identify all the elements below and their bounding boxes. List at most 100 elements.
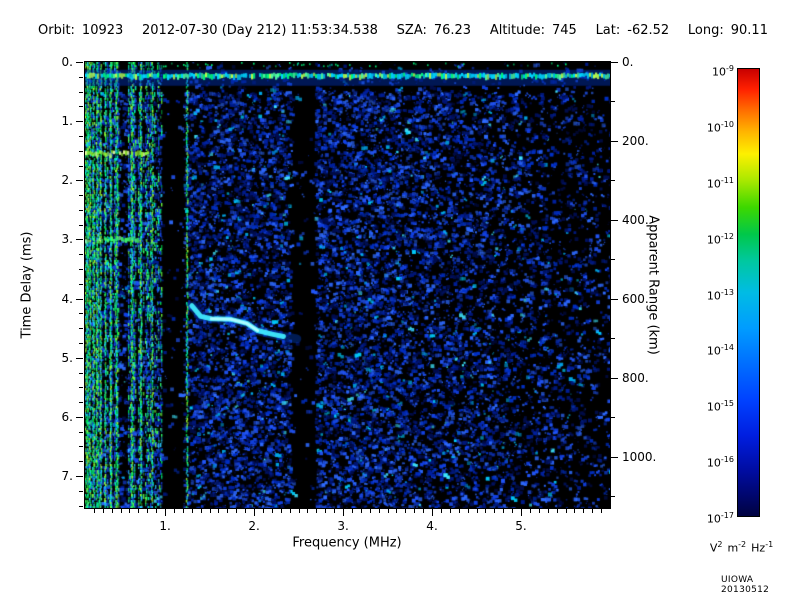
y-axis-minor-tick bbox=[79, 328, 83, 330]
x-axis-minor-tick bbox=[529, 509, 531, 513]
y2-axis-minor-tick bbox=[611, 496, 615, 498]
x-axis-minor-tick bbox=[307, 509, 309, 513]
x-axis-minor-tick bbox=[494, 509, 496, 513]
spectrogram-canvas bbox=[85, 62, 610, 508]
colorbar-tick-base: 10 bbox=[706, 456, 721, 470]
colorbar-tick-exponent: -17 bbox=[720, 511, 734, 520]
units-part: Hz-1 bbox=[751, 540, 773, 555]
spectrogram-plot-area bbox=[84, 61, 611, 509]
x-axis-major-tick bbox=[521, 509, 523, 516]
y-axis-minor-tick bbox=[79, 372, 83, 374]
x-axis-tick-label: 2. bbox=[248, 519, 260, 533]
header-field-label: Altitude: bbox=[489, 23, 545, 38]
y-axis-minor-tick bbox=[79, 76, 83, 78]
header-field-lat: Lat: -62.52 bbox=[596, 23, 670, 38]
header-info: Orbit: 10923 2012-07-30 (Day 212) 11:53:34… bbox=[38, 23, 768, 38]
units-exponent: 2 bbox=[717, 539, 723, 549]
x-axis-minor-tick bbox=[440, 509, 442, 513]
y-axis-tick-label: 3. bbox=[61, 232, 73, 247]
x-axis-minor-tick bbox=[601, 509, 603, 513]
y-axis-minor-tick bbox=[79, 461, 83, 463]
y-axis-minor-tick bbox=[79, 209, 83, 211]
header-field-label: Orbit: bbox=[38, 23, 75, 38]
y-axis-title: Time Delay (ms) bbox=[19, 231, 35, 339]
x-axis-minor-tick bbox=[245, 509, 247, 513]
y-axis-minor-tick bbox=[79, 135, 83, 137]
header-field-value: 76.23 bbox=[433, 23, 472, 38]
colorbar-tick-base: 10 bbox=[706, 177, 721, 191]
colorbar-tick-exponent: -10 bbox=[720, 119, 734, 129]
colorbar-tick-label: 10-14 bbox=[690, 340, 734, 359]
credit-text: UIOWA 20130512 bbox=[721, 575, 770, 595]
y-axis-minor-tick bbox=[79, 431, 83, 433]
y2-axis-tick-label: 200. bbox=[622, 133, 649, 148]
x-axis-minor-tick bbox=[485, 509, 487, 513]
y-axis-minor-tick bbox=[79, 106, 83, 108]
y2-axis-major-tick bbox=[611, 456, 618, 458]
x-axis-minor-tick bbox=[565, 509, 567, 513]
y-axis-tick-label: 7. bbox=[61, 469, 73, 484]
x-axis-minor-tick bbox=[503, 509, 505, 513]
y-axis-major-tick bbox=[76, 476, 83, 478]
x-axis-minor-tick bbox=[512, 509, 514, 513]
y-axis-tick-label: 4. bbox=[61, 291, 73, 306]
colorbar-tick-label: 10-17 bbox=[690, 508, 734, 527]
x-axis-major-tick bbox=[343, 509, 345, 516]
y-axis-minor-tick bbox=[79, 254, 83, 256]
y-axis-minor-tick bbox=[79, 150, 83, 152]
y-axis-major-tick bbox=[76, 62, 83, 63]
units-exponent: -2 bbox=[738, 539, 747, 549]
y2-axis-tick-label: 0. bbox=[622, 55, 634, 69]
x-axis-minor-tick bbox=[138, 509, 140, 513]
y2-axis-minor-tick bbox=[611, 259, 615, 261]
x-axis-title: Frequency (MHz) bbox=[292, 535, 402, 551]
x-axis-major-tick bbox=[165, 509, 167, 516]
x-axis-minor-tick bbox=[387, 509, 389, 513]
x-axis-minor-tick bbox=[360, 509, 362, 513]
units-base: V bbox=[709, 541, 718, 555]
header-field-label: Lat: bbox=[595, 23, 621, 38]
header-field-datetime: 2012-07-30 (Day 212) 11:53:34.538 bbox=[142, 23, 378, 38]
colorbar-tick-base: 10 bbox=[706, 400, 721, 414]
header-field-value: -62.52 bbox=[627, 23, 670, 38]
y-axis-minor-tick bbox=[79, 446, 83, 448]
colorbar-tick-base: 10 bbox=[706, 121, 721, 135]
x-axis-minor-tick bbox=[280, 509, 282, 513]
x-axis-minor-tick bbox=[191, 509, 193, 513]
x-axis-minor-tick bbox=[156, 509, 158, 513]
x-axis-minor-tick bbox=[209, 509, 211, 513]
x-axis-minor-tick bbox=[467, 509, 469, 513]
y-axis-tick-label: 2. bbox=[61, 173, 73, 188]
colorbar-tick-exponent: -13 bbox=[720, 287, 734, 297]
units-part: V2 bbox=[709, 539, 723, 555]
y2-axis-tick-label: 800. bbox=[622, 370, 649, 385]
x-axis-minor-tick bbox=[423, 509, 425, 513]
header-field-value: 745 bbox=[552, 23, 577, 38]
x-axis-minor-tick bbox=[547, 509, 549, 513]
x-axis-minor-tick bbox=[236, 509, 238, 513]
colorbar-tick-base: 10 bbox=[706, 233, 721, 247]
x-axis-minor-tick bbox=[325, 509, 327, 513]
x-axis-major-tick bbox=[432, 509, 434, 516]
x-axis-minor-tick bbox=[120, 509, 122, 513]
colorbar-tick-label: 10-13 bbox=[690, 285, 734, 304]
x-axis-minor-tick bbox=[476, 509, 478, 513]
header-field-value: 90.11 bbox=[730, 23, 768, 38]
header-field-label: SZA: bbox=[396, 23, 427, 38]
x-axis-minor-tick bbox=[147, 509, 149, 513]
x-axis-minor-tick bbox=[574, 509, 576, 513]
colorbar-tick-label: 10-9 bbox=[690, 61, 734, 80]
x-axis-minor-tick bbox=[298, 509, 300, 513]
y2-axis-tick-label: 1000. bbox=[622, 449, 657, 464]
y2-axis-minor-tick bbox=[611, 417, 615, 419]
y-axis-major-tick bbox=[76, 357, 83, 359]
y2-axis-title: Apparent Range (km) bbox=[645, 215, 661, 355]
y-axis-minor-tick bbox=[79, 387, 83, 389]
y-axis-minor-tick bbox=[79, 91, 83, 93]
x-axis-tick-label: 3. bbox=[337, 519, 349, 533]
y-axis-minor-tick bbox=[79, 402, 83, 404]
x-axis-minor-tick bbox=[405, 509, 407, 513]
y2-axis-major-tick bbox=[611, 140, 618, 142]
x-axis-minor-tick bbox=[369, 509, 371, 513]
